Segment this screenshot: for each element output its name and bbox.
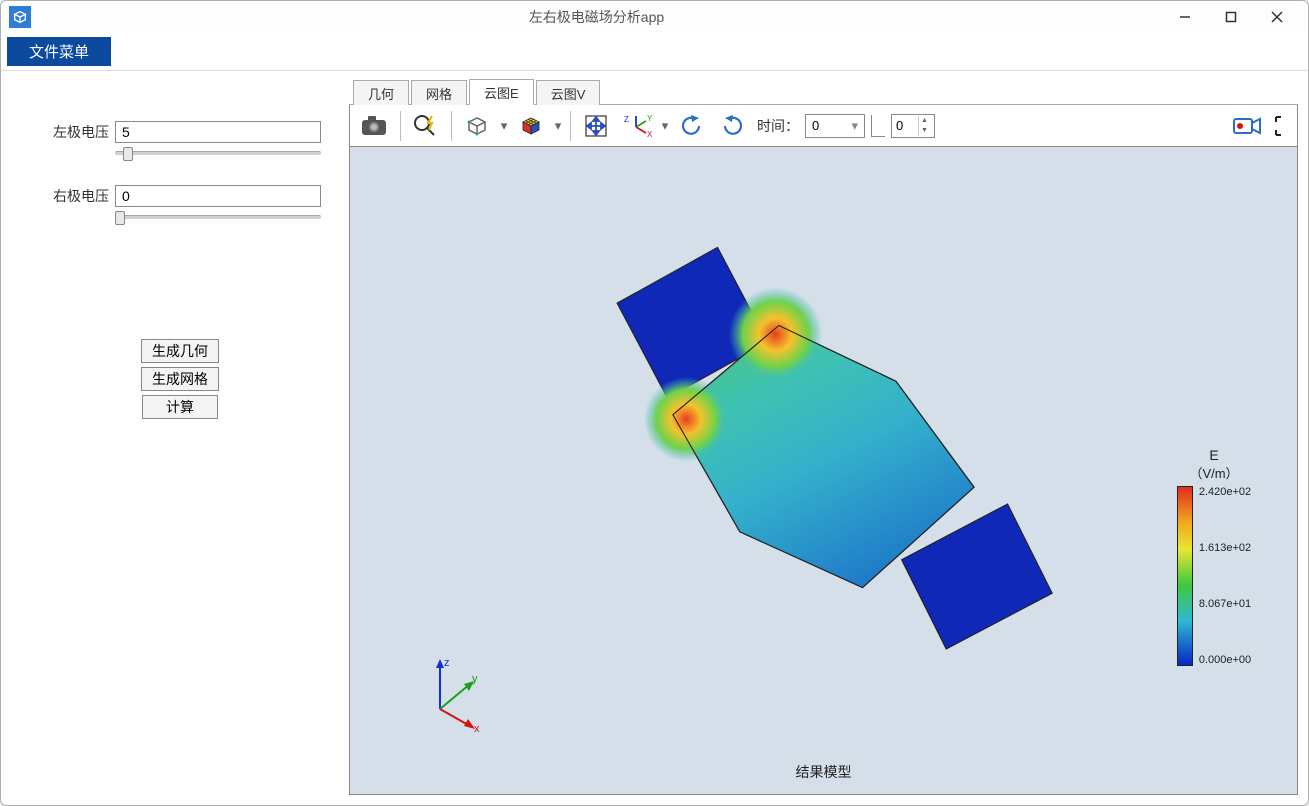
result-label: 结果模型 xyxy=(350,762,1297,782)
minimize-button[interactable] xyxy=(1162,2,1208,32)
dropdown-icon[interactable]: ▾ xyxy=(498,118,510,134)
rubik-cube-icon xyxy=(518,113,544,139)
right-voltage-slider[interactable] xyxy=(115,215,321,219)
time-value: 0 xyxy=(812,118,819,133)
fit-view-button[interactable] xyxy=(577,109,615,143)
left-voltage-slider[interactable] xyxy=(115,151,321,155)
param-label: 左极电压 xyxy=(39,122,109,142)
rubik-button[interactable] xyxy=(512,109,550,143)
fit-arrows-icon xyxy=(583,113,609,139)
main-panel: 几何 网格 云图E 云图V ▾ xyxy=(349,81,1298,795)
spin-down-icon[interactable]: ▼ xyxy=(918,126,930,136)
cube-projection-button[interactable] xyxy=(458,109,496,143)
svg-text:z: z xyxy=(444,657,450,669)
content-area: 左极电压 右极电压 xyxy=(1,71,1308,805)
toolbar: ▾ ▾ xyxy=(349,105,1298,147)
param-label: 右极电压 xyxy=(39,186,109,206)
svg-text:x: x xyxy=(474,723,480,734)
param-left-voltage: 左极电压 xyxy=(39,121,321,155)
svg-text:Z: Z xyxy=(624,115,629,124)
generate-mesh-button[interactable]: 生成网格 xyxy=(141,367,219,391)
file-menu[interactable]: 文件菜单 xyxy=(7,37,111,66)
rotate-cw-button[interactable] xyxy=(673,109,711,143)
slider-thumb[interactable] xyxy=(115,211,125,225)
angle-icon xyxy=(871,115,885,137)
axis-triad: z y x xyxy=(420,654,490,734)
record-button[interactable] xyxy=(1227,109,1267,143)
spin-value: 0 xyxy=(896,118,903,133)
compute-button[interactable]: 计算 xyxy=(142,395,218,419)
tab-geometry[interactable]: 几何 xyxy=(353,80,409,105)
svg-text:Y: Y xyxy=(647,114,652,123)
video-camera-icon xyxy=(1232,115,1262,137)
legend-tick: 8.067e+01 xyxy=(1199,598,1251,610)
expand-button[interactable] xyxy=(1269,109,1293,143)
legend-tick: 2.420e+02 xyxy=(1199,486,1251,498)
app-icon xyxy=(9,6,31,28)
legend-unit: （V/m） xyxy=(1159,463,1269,482)
dropdown-icon[interactable]: ▾ xyxy=(552,118,564,134)
tab-mesh[interactable]: 网格 xyxy=(411,80,467,105)
slider-thumb[interactable] xyxy=(123,147,133,161)
color-legend: E （V/m） 2.420e+02 1.613e+02 8.067e+01 0.… xyxy=(1159,447,1269,666)
menubar: 文件菜单 xyxy=(1,33,1308,71)
dropdown-icon[interactable]: ▾ xyxy=(659,118,671,134)
param-right-voltage: 右极电压 xyxy=(39,185,321,219)
right-voltage-input[interactable] xyxy=(115,185,321,207)
legend-tick: 0.000e+00 xyxy=(1199,654,1251,666)
tabs: 几何 网格 云图E 云图V xyxy=(349,81,1298,105)
viewport[interactable]: z y x E （V/m） 2.420e+02 1.613e+02 8.067e… xyxy=(349,147,1298,795)
axis-xyz-icon: Z YX xyxy=(622,113,652,139)
titlebar: 左右极电磁场分析app xyxy=(1,1,1308,33)
model-render xyxy=(350,147,1297,794)
zoom-button[interactable] xyxy=(407,109,445,143)
sidebar: 左极电压 右极电压 xyxy=(11,81,341,795)
toolbar-separator xyxy=(570,111,571,141)
rotate-ccw-button[interactable] xyxy=(713,109,751,143)
app-window: 左右极电磁场分析app 文件菜单 左极电压 xyxy=(0,0,1309,806)
magnifier-lightning-icon xyxy=(412,113,440,139)
expand-icon xyxy=(1274,115,1288,137)
camera-icon xyxy=(359,114,389,138)
time-select[interactable]: 0 ▾ xyxy=(805,114,865,138)
close-button[interactable] xyxy=(1254,2,1300,32)
chevron-down-icon: ▾ xyxy=(851,118,858,134)
maximize-button[interactable] xyxy=(1208,2,1254,32)
window-controls xyxy=(1162,2,1300,32)
action-buttons: 生成几何 生成网格 计算 xyxy=(39,339,321,419)
rotate-ccw-icon xyxy=(719,113,745,139)
window-title: 左右极电磁场分析app xyxy=(31,7,1162,27)
tab-cloud-e[interactable]: 云图E xyxy=(469,79,534,105)
time-label: 时间： xyxy=(753,116,803,136)
rotate-cw-icon xyxy=(679,113,705,139)
screenshot-button[interactable] xyxy=(354,109,394,143)
axis-view-button[interactable]: Z YX xyxy=(617,109,657,143)
toolbar-separator xyxy=(400,111,401,141)
tab-cloud-v[interactable]: 云图V xyxy=(536,80,601,105)
spin-up-icon[interactable]: ▲ xyxy=(918,116,930,126)
generate-geometry-button[interactable]: 生成几何 xyxy=(141,339,219,363)
legend-ticks: 2.420e+02 1.613e+02 8.067e+01 0.000e+00 xyxy=(1193,486,1251,666)
legend-title: E xyxy=(1159,447,1269,463)
toolbar-separator xyxy=(451,111,452,141)
frame-spinner[interactable]: 0 ▲▼ xyxy=(891,114,935,138)
left-voltage-input[interactable] xyxy=(115,121,321,143)
svg-text:X: X xyxy=(647,130,652,139)
legend-bar xyxy=(1177,486,1193,666)
legend-tick: 1.613e+02 xyxy=(1199,542,1251,554)
svg-text:y: y xyxy=(472,673,478,685)
cube-outline-icon xyxy=(464,113,490,139)
